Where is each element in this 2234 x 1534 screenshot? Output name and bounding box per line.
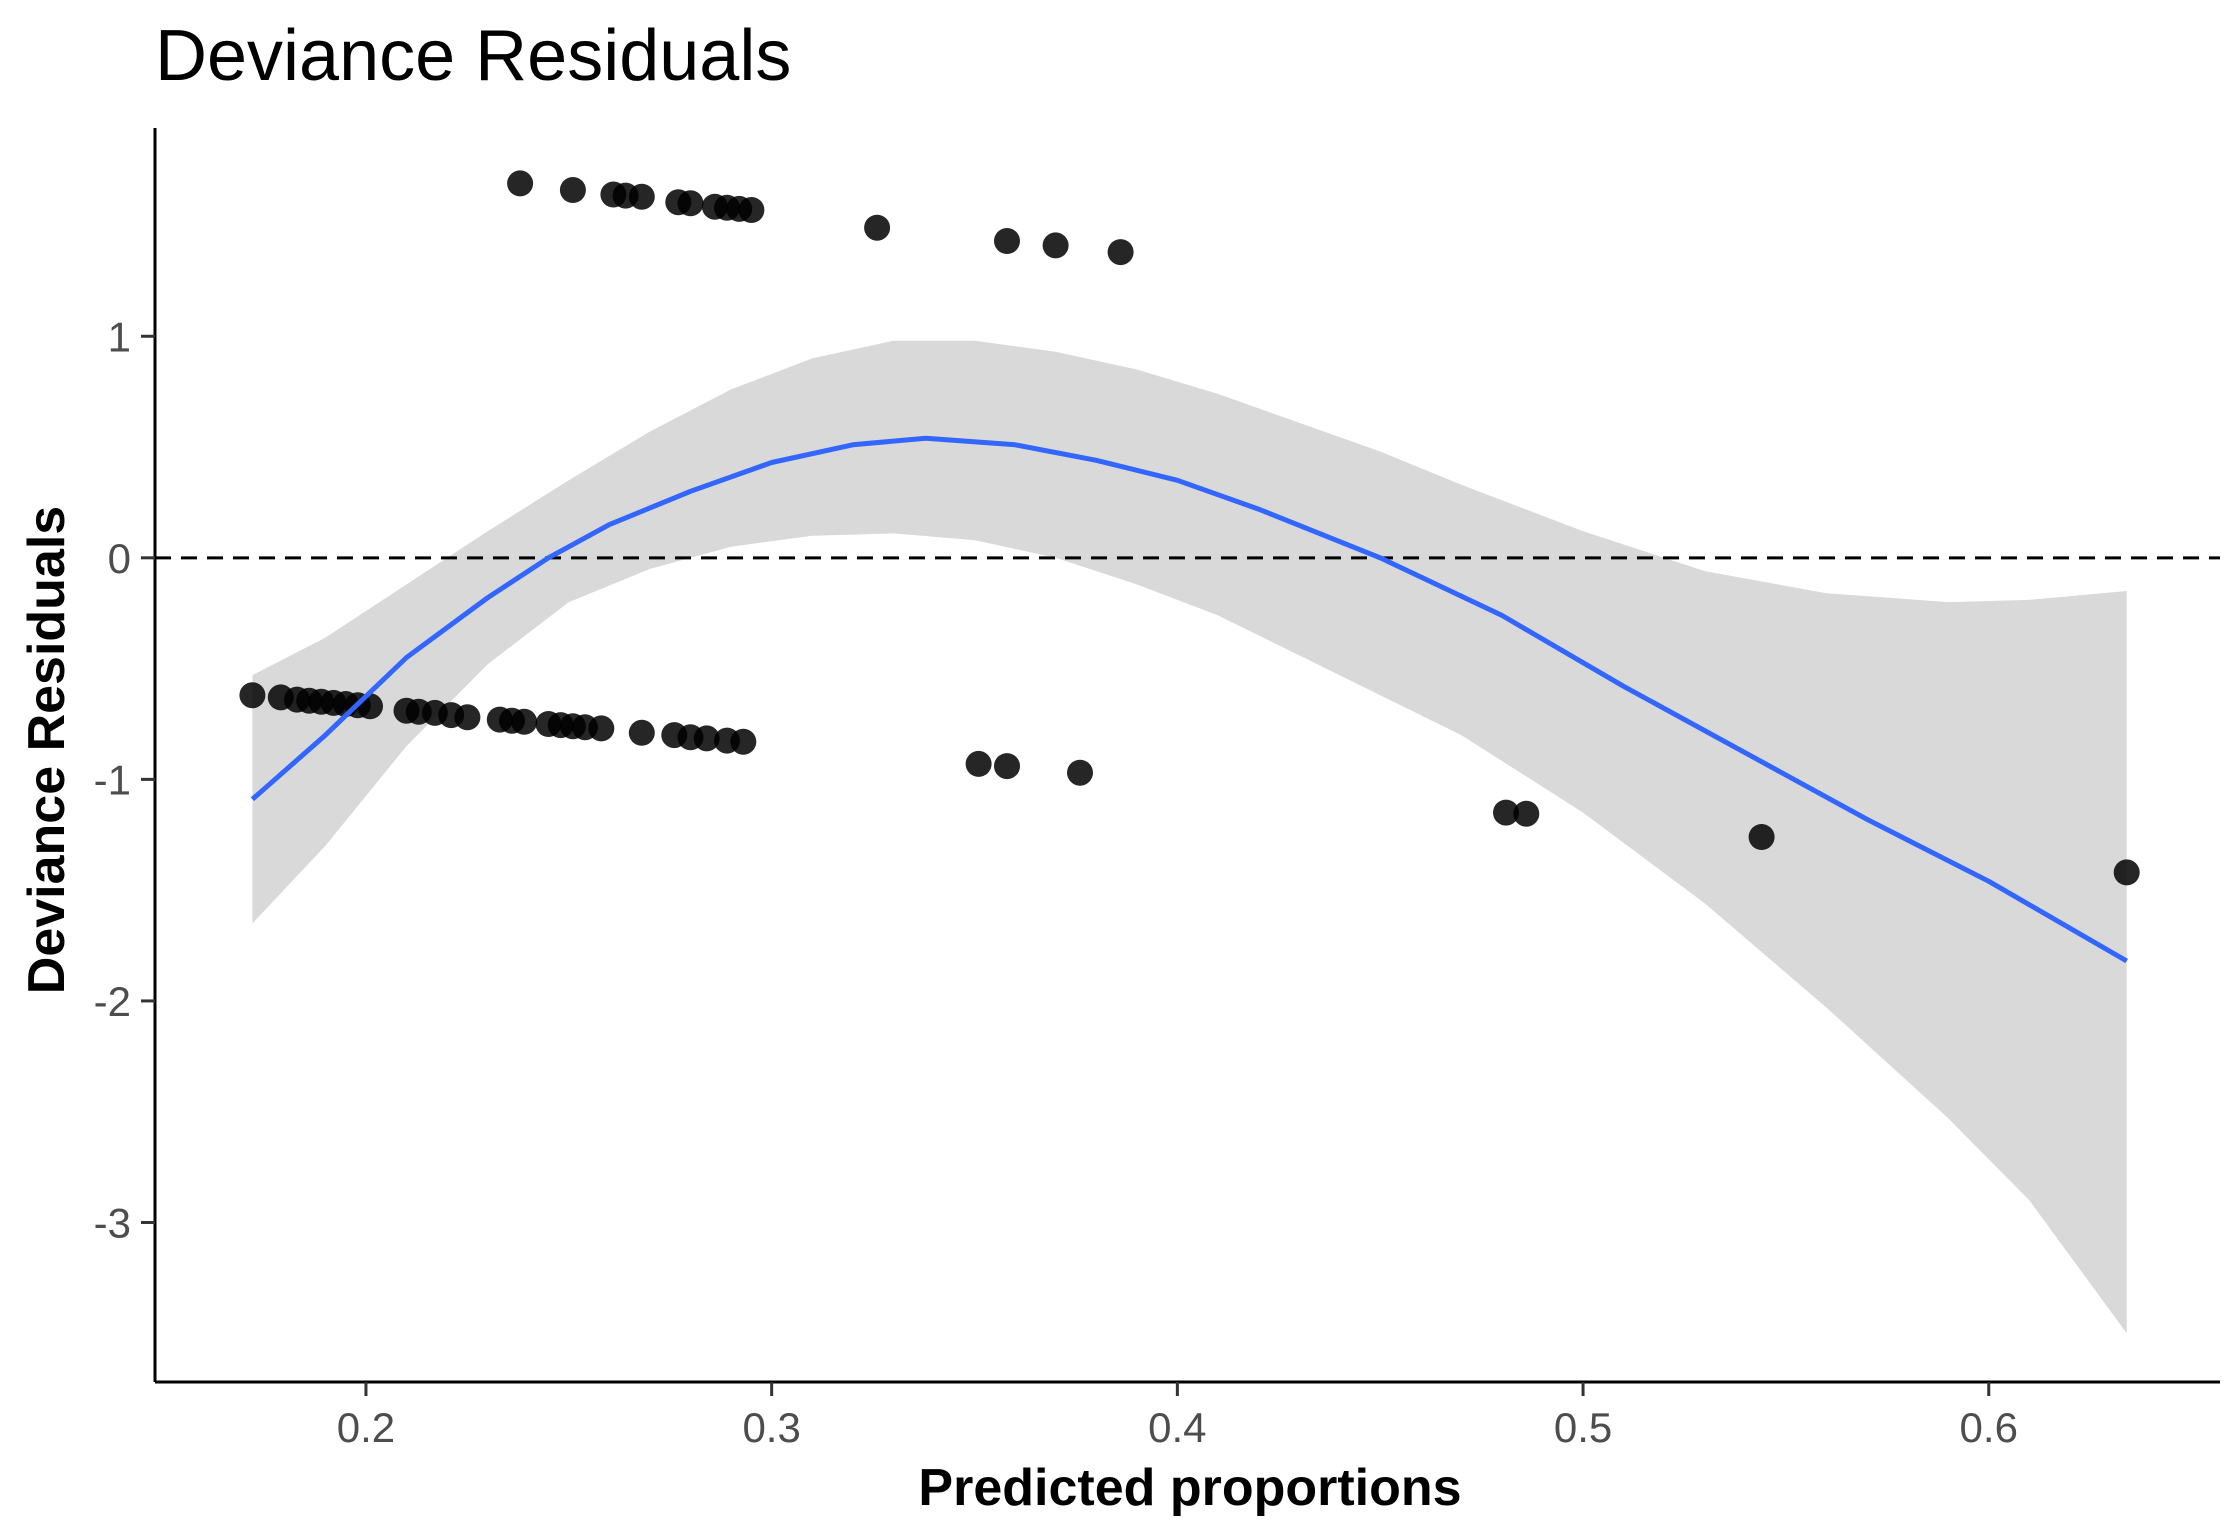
data-point-1 [239, 682, 266, 709]
y-tick-label-5: -3 [94, 1199, 131, 1246]
y-tick-label-2: 0 [108, 535, 131, 582]
y-tick-label-4: -2 [94, 978, 131, 1025]
data-point-48 [1513, 800, 1540, 827]
smooth-curve-layer [250, 435, 2128, 964]
data-point-17 [511, 708, 538, 735]
y-tick-label-1: 1 [108, 313, 131, 360]
data-point-49 [1748, 824, 1775, 850]
x-tick-label-3: 0.4 [1148, 1404, 1206, 1451]
data-point-50 [2113, 859, 2140, 886]
data-point-45 [994, 753, 1020, 780]
x-tick-label-2: 0.3 [742, 1404, 800, 1451]
chart-title: Deviance Residuals [155, 16, 791, 96]
data-point-42 [1042, 232, 1069, 259]
data-point-35 [677, 190, 704, 217]
smooth-fit-line [250, 435, 2128, 964]
y-axis-ticks: 1 0 -1 -2 -3 [94, 313, 155, 1246]
data-point-40 [864, 214, 891, 241]
y-axis-title: Deviance Residuals [18, 506, 76, 994]
data-point-22 [588, 715, 615, 742]
data-point-28 [730, 728, 757, 755]
data-point-33 [628, 183, 655, 210]
data-point-14 [454, 704, 481, 731]
data-point-43 [1107, 239, 1134, 266]
x-tick-label-5: 0.6 [1960, 1404, 2018, 1451]
data-point-39 [738, 197, 765, 223]
x-tick-label-1: 0.2 [337, 1404, 395, 1451]
data-point-26 [693, 725, 720, 752]
data-point-9 [357, 693, 383, 720]
data-point-47 [1493, 799, 1519, 826]
x-tick-label-4: 0.5 [1554, 1404, 1612, 1451]
data-point-30 [559, 177, 586, 203]
x-axis-ticks: 0.2 0.3 0.4 0.5 0.6 [337, 1382, 2018, 1451]
data-point-23 [628, 719, 655, 746]
data-point-41 [994, 228, 1020, 254]
data-point-46 [1067, 759, 1093, 786]
data-point-44 [965, 750, 992, 777]
y-tick-label-3: -1 [94, 756, 131, 803]
confidence-band-layer [252, 340, 2127, 1334]
x-axis-title: Predicted proportions [918, 1459, 1461, 1517]
data-point-29 [507, 170, 534, 197]
confidence-band [252, 340, 2127, 1334]
